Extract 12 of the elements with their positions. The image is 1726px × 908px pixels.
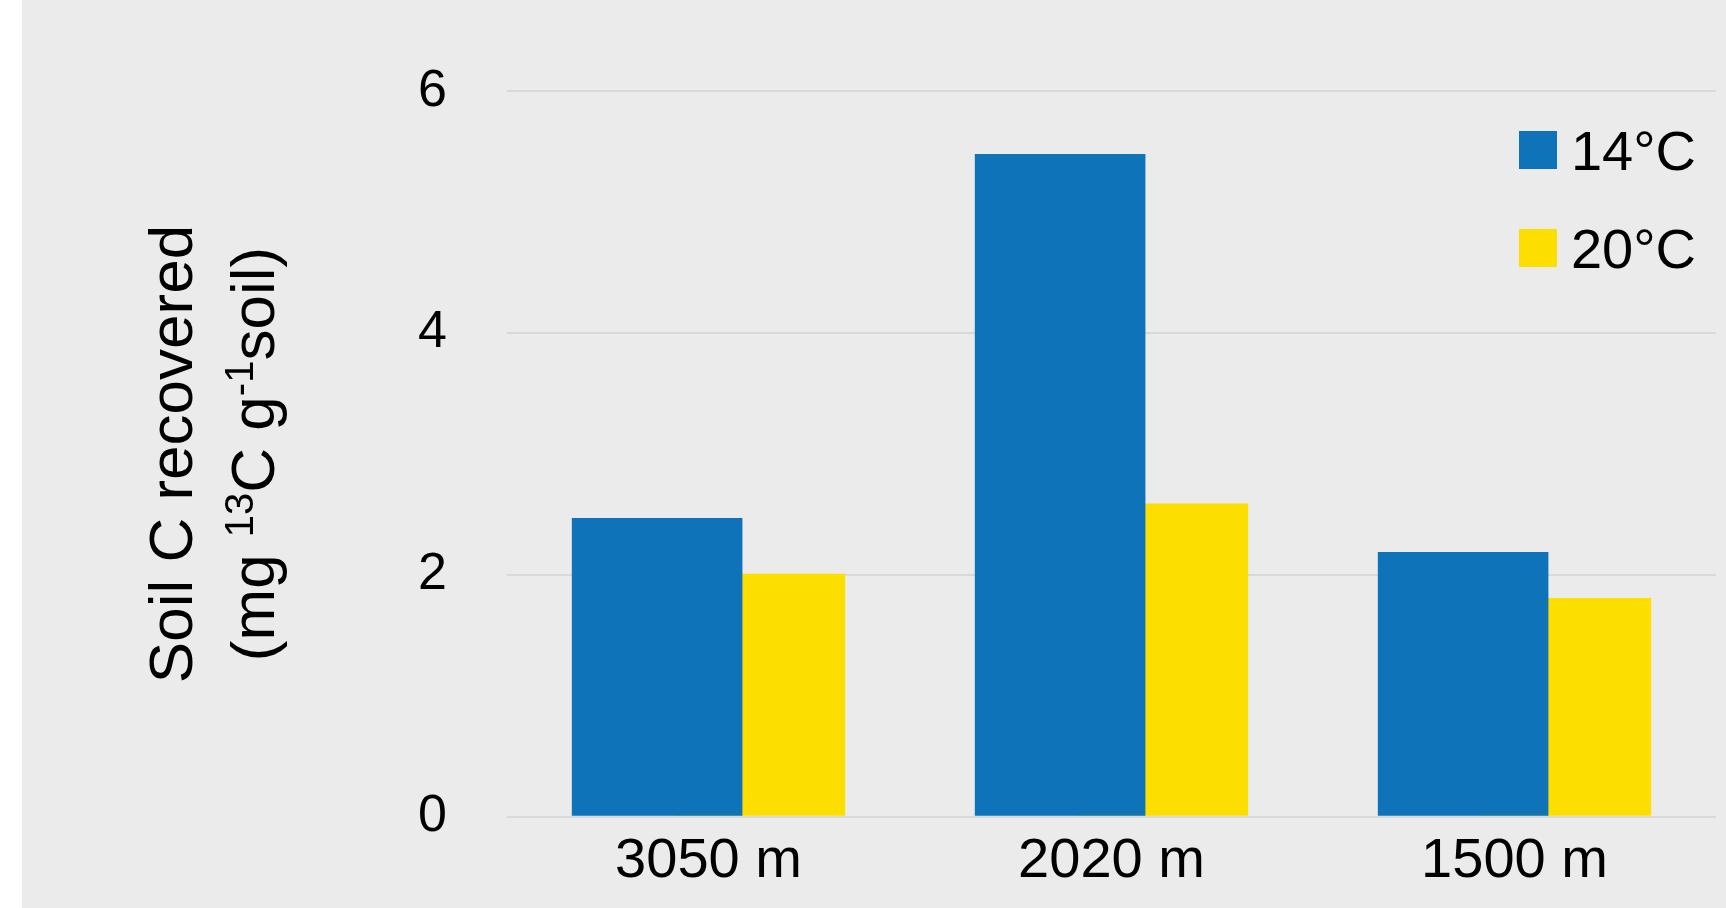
legend-label: 14°C <box>1570 117 1696 183</box>
bar <box>571 518 743 816</box>
x-tick-label: 1500 m <box>1421 825 1608 889</box>
y-tick-label: 0 <box>418 784 447 843</box>
bar <box>1377 551 1549 816</box>
y-tick-label: 4 <box>418 300 447 359</box>
x-tick-label: 2020 m <box>1018 825 1205 889</box>
y-tick-label: 6 <box>418 58 447 117</box>
y-tick-label: 2 <box>418 542 447 601</box>
legend-label: 20°C <box>1570 215 1696 281</box>
x-tick-label: 3050 m <box>615 825 802 889</box>
bar <box>974 154 1146 816</box>
